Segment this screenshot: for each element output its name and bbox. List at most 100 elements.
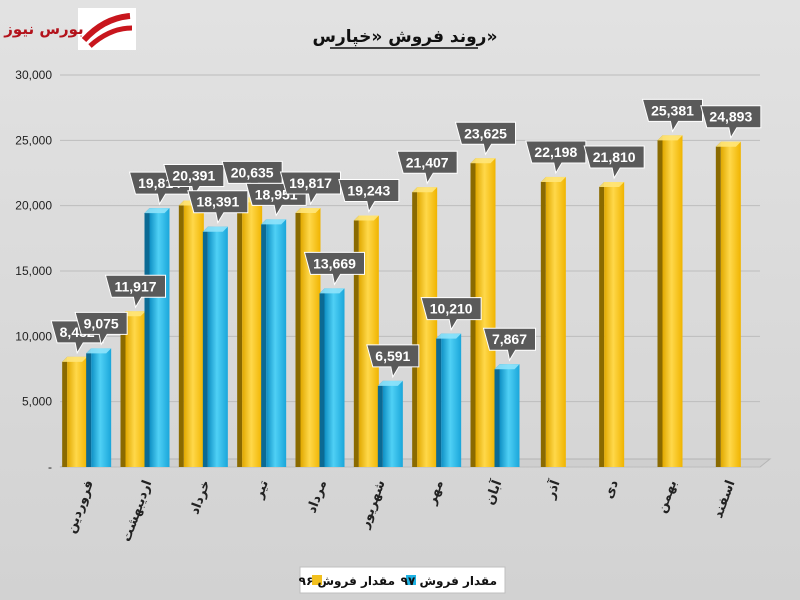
data-label-text: 23,625 (464, 125, 507, 141)
bar-face (720, 141, 741, 468)
bar-top (319, 288, 345, 294)
bar-top (86, 348, 112, 354)
x-tick-label-1: اردیبهشت (119, 478, 155, 544)
bar-96-10 (657, 135, 683, 468)
bar-face (300, 208, 321, 467)
bar-side (120, 311, 126, 467)
data-label-96-9: 21,810 (583, 145, 645, 180)
bar-side (377, 380, 383, 467)
bar-face (475, 158, 496, 468)
bar-top (540, 176, 566, 182)
bar-side (599, 182, 605, 468)
bar-top (62, 356, 88, 362)
data-label-text: 19,817 (289, 175, 332, 191)
y-tick-label: 5,000 (22, 395, 52, 409)
bar-side (494, 364, 500, 467)
bar-side (295, 208, 301, 467)
x-tick-label-6: مهر (424, 478, 447, 507)
bars (62, 135, 741, 468)
data-label-text: 13,669 (313, 255, 356, 271)
bar-96-5 (353, 215, 379, 467)
bar-top (295, 208, 321, 214)
bar-97-7 (494, 364, 520, 467)
bar-96-8 (540, 176, 566, 467)
bar-side (261, 219, 267, 467)
data-label-box (396, 150, 458, 185)
bar-side (715, 141, 721, 468)
data-label-text: 20,635 (231, 164, 274, 180)
bar-side (178, 200, 184, 467)
bar-face (266, 219, 287, 467)
data-label-text: 24,893 (709, 109, 752, 125)
data-label-text: 19,243 (347, 183, 390, 199)
bar-face (207, 226, 228, 467)
bar-top (470, 158, 496, 164)
legend-box (299, 566, 506, 594)
data-label-box (641, 98, 703, 133)
bar-97-2 (202, 226, 228, 467)
data-label-96-10: 25,381 (641, 98, 703, 133)
data-label-96-4: 19,817 (279, 171, 341, 206)
data-label-96-6: 21,407 (396, 150, 458, 185)
data-label-text: 21,810 (593, 149, 636, 165)
data-label-text: 25,381 (651, 102, 694, 118)
data-label-96-7: 23,625 (454, 121, 516, 156)
y-tick-label: 20,000 (15, 199, 52, 213)
bar-face (358, 215, 379, 467)
bar-side (237, 197, 243, 468)
bar-side (144, 208, 150, 468)
data-label-box (700, 105, 762, 140)
bar-side (657, 135, 663, 468)
data-label-box (420, 297, 482, 331)
bar-96-4 (295, 208, 321, 467)
gridlines (60, 74, 760, 468)
bar-top (353, 215, 379, 221)
logo-swoosh-1 (81, 13, 131, 43)
data-label-text: 18,391 (196, 194, 239, 210)
bar-96-9 (599, 182, 625, 468)
data-label-box (525, 140, 587, 175)
data-label-text: 6,591 (375, 348, 410, 364)
x-tick-label-8: آذر (541, 477, 564, 502)
bar-face (604, 182, 625, 468)
bar-top (436, 333, 462, 339)
bar-97-0 (86, 348, 112, 467)
bar-top (144, 208, 170, 214)
bar-side (353, 215, 359, 467)
x-tick-label-11: اسفند (711, 478, 739, 520)
bar-face (149, 208, 170, 468)
bar-face (382, 380, 403, 467)
data-label-box (454, 121, 516, 156)
data-label-box (482, 327, 536, 362)
legend-label-96: مقدار فروش ۹۶ (299, 574, 395, 589)
bar-face (67, 356, 88, 467)
y-tick-label: - (48, 460, 52, 474)
data-label-box (366, 344, 420, 379)
data-label-box (303, 251, 365, 286)
bar-side (86, 348, 92, 467)
x-tick-label-0: فروردین (64, 478, 97, 535)
data-label-97-0: 9,075 (74, 311, 128, 346)
y-tick-label: 15,000 (15, 264, 52, 278)
data-label-box (279, 171, 341, 206)
data-label-box (187, 190, 249, 225)
bar-face (417, 187, 438, 467)
bar-96-1 (120, 311, 146, 467)
bar-face (441, 333, 462, 467)
data-label-text: 7,867 (492, 331, 527, 347)
x-tick-label-9: دی (601, 478, 622, 501)
data-label-97-4: 13,669 (303, 251, 365, 286)
x-tick-label-7: آبان (481, 477, 506, 507)
x-tick-label-10: بهمن (655, 478, 681, 515)
data-label-97-6: 10,210 (420, 297, 482, 331)
x-tick-label-4: مرداد (305, 478, 331, 515)
data-label-96-5: 19,243 (338, 179, 400, 213)
bar-97-4 (319, 288, 345, 467)
legend-swatch-96 (312, 575, 322, 585)
data-label-text: 22,198 (534, 144, 577, 160)
data-label-97-7: 7,867 (482, 327, 536, 362)
logo-text: بورس نیوز (3, 20, 83, 38)
logo: بورس نیوز (3, 8, 136, 50)
legend: مقدار فروش ۹۶ مقدار فروش ۹۷ (299, 566, 506, 594)
data-label-97-2: 18,391 (187, 190, 249, 225)
